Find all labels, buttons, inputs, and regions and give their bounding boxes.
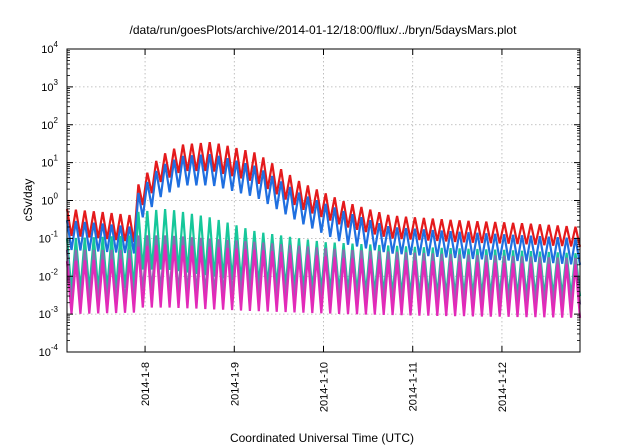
y-tick-label: 104	[41, 40, 58, 56]
series-line-1	[65, 142, 582, 248]
y-tick-label: 102	[41, 116, 58, 132]
axes: 10-4 10-3 10-2 10-1 100 101 102 103 104 2014-1-8 2…	[39, 40, 581, 412]
x-tick-label: 2014-1-8	[140, 362, 152, 406]
series-layer	[65, 142, 582, 318]
x-tick-label: 2014-1-12	[497, 362, 509, 412]
y-tick-label: 101	[41, 154, 58, 170]
x-tick-label: 2014-1-11	[408, 362, 420, 411]
plot-title: /data/run/goesPlots/archive/2014-01-12/1…	[130, 23, 518, 37]
series-line-5	[65, 244, 582, 318]
x-axis-title: Coordinated Universal Time (UTC)	[230, 431, 414, 445]
y-tick-label: 10-3	[39, 305, 59, 321]
y-tick-label: 10-4	[39, 343, 59, 359]
x-tick-label: 2014-1-9	[229, 362, 241, 406]
x-tick-label: 2014-1-10	[319, 362, 331, 412]
y-tick-label: 10-1	[39, 229, 59, 245]
y-tick-label: 103	[41, 78, 58, 94]
y-tick-label: 100	[41, 192, 58, 208]
series-line-2	[65, 153, 582, 265]
y-axis-title: cSv/day	[21, 179, 35, 222]
y-tick-label: 10-2	[39, 267, 59, 283]
